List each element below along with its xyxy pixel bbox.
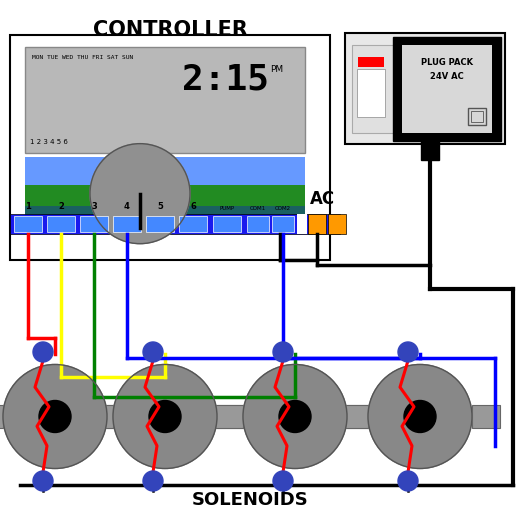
Bar bbox=[340, 405, 368, 428]
Bar bbox=[357, 68, 385, 118]
Circle shape bbox=[113, 365, 217, 469]
Bar bbox=[215, 405, 243, 428]
Circle shape bbox=[243, 365, 347, 469]
Circle shape bbox=[33, 471, 53, 491]
Text: AC: AC bbox=[309, 190, 335, 208]
Bar bbox=[472, 405, 500, 428]
Bar bbox=[25, 157, 305, 185]
Circle shape bbox=[368, 365, 472, 469]
Circle shape bbox=[3, 365, 107, 469]
Text: 1 2 3 4 5 6: 1 2 3 4 5 6 bbox=[30, 139, 68, 145]
Bar bbox=[217, 405, 245, 428]
Bar bbox=[308, 214, 326, 234]
Bar bbox=[25, 185, 305, 206]
Bar bbox=[113, 216, 141, 232]
Text: 5: 5 bbox=[157, 202, 163, 211]
Text: 6: 6 bbox=[190, 202, 196, 211]
Circle shape bbox=[404, 401, 436, 432]
Text: 4: 4 bbox=[124, 202, 130, 211]
Text: 24V AC: 24V AC bbox=[430, 72, 464, 81]
Bar bbox=[471, 111, 483, 122]
Circle shape bbox=[143, 342, 163, 362]
Bar bbox=[179, 216, 207, 232]
Bar bbox=[347, 405, 375, 428]
Bar bbox=[328, 214, 346, 234]
Circle shape bbox=[279, 401, 311, 432]
Bar bbox=[10, 36, 330, 260]
Text: 1: 1 bbox=[25, 202, 31, 211]
Bar bbox=[468, 108, 486, 125]
Text: MON TUE WED THU FRI SAT SUN: MON TUE WED THU FRI SAT SUN bbox=[32, 55, 133, 60]
Text: CONTROLLER: CONTROLLER bbox=[93, 20, 248, 40]
Text: 3: 3 bbox=[91, 202, 97, 211]
Circle shape bbox=[149, 401, 181, 432]
Bar bbox=[107, 405, 135, 428]
Bar bbox=[421, 141, 439, 161]
Bar bbox=[297, 214, 307, 234]
Text: PM: PM bbox=[270, 65, 283, 74]
Bar bbox=[146, 216, 174, 232]
Text: 2: 2 bbox=[58, 202, 64, 211]
Bar bbox=[352, 45, 394, 133]
Circle shape bbox=[398, 471, 418, 491]
Circle shape bbox=[143, 471, 163, 491]
Bar bbox=[85, 405, 113, 428]
Bar bbox=[358, 57, 384, 67]
Bar bbox=[25, 206, 305, 228]
Bar bbox=[393, 37, 501, 141]
Bar bbox=[0, 405, 3, 428]
Circle shape bbox=[39, 401, 71, 432]
Bar bbox=[402, 45, 492, 133]
Text: COM2: COM2 bbox=[275, 206, 291, 211]
Bar bbox=[247, 216, 269, 232]
Bar bbox=[14, 216, 42, 232]
Circle shape bbox=[273, 342, 293, 362]
Circle shape bbox=[398, 342, 418, 362]
Bar bbox=[80, 216, 108, 232]
Bar bbox=[47, 216, 75, 232]
Circle shape bbox=[90, 144, 190, 244]
Circle shape bbox=[33, 342, 53, 362]
Text: SOLENOIDS: SOLENOIDS bbox=[192, 491, 308, 509]
Bar bbox=[10, 214, 340, 234]
Circle shape bbox=[273, 471, 293, 491]
Bar bbox=[213, 216, 241, 232]
Text: PUMP: PUMP bbox=[220, 206, 235, 211]
Text: 2:15: 2:15 bbox=[181, 63, 268, 96]
Text: PLUG PACK: PLUG PACK bbox=[421, 58, 473, 67]
Bar bbox=[25, 47, 305, 153]
Bar bbox=[345, 33, 505, 144]
Text: COM1: COM1 bbox=[250, 206, 266, 211]
Bar bbox=[272, 216, 294, 232]
